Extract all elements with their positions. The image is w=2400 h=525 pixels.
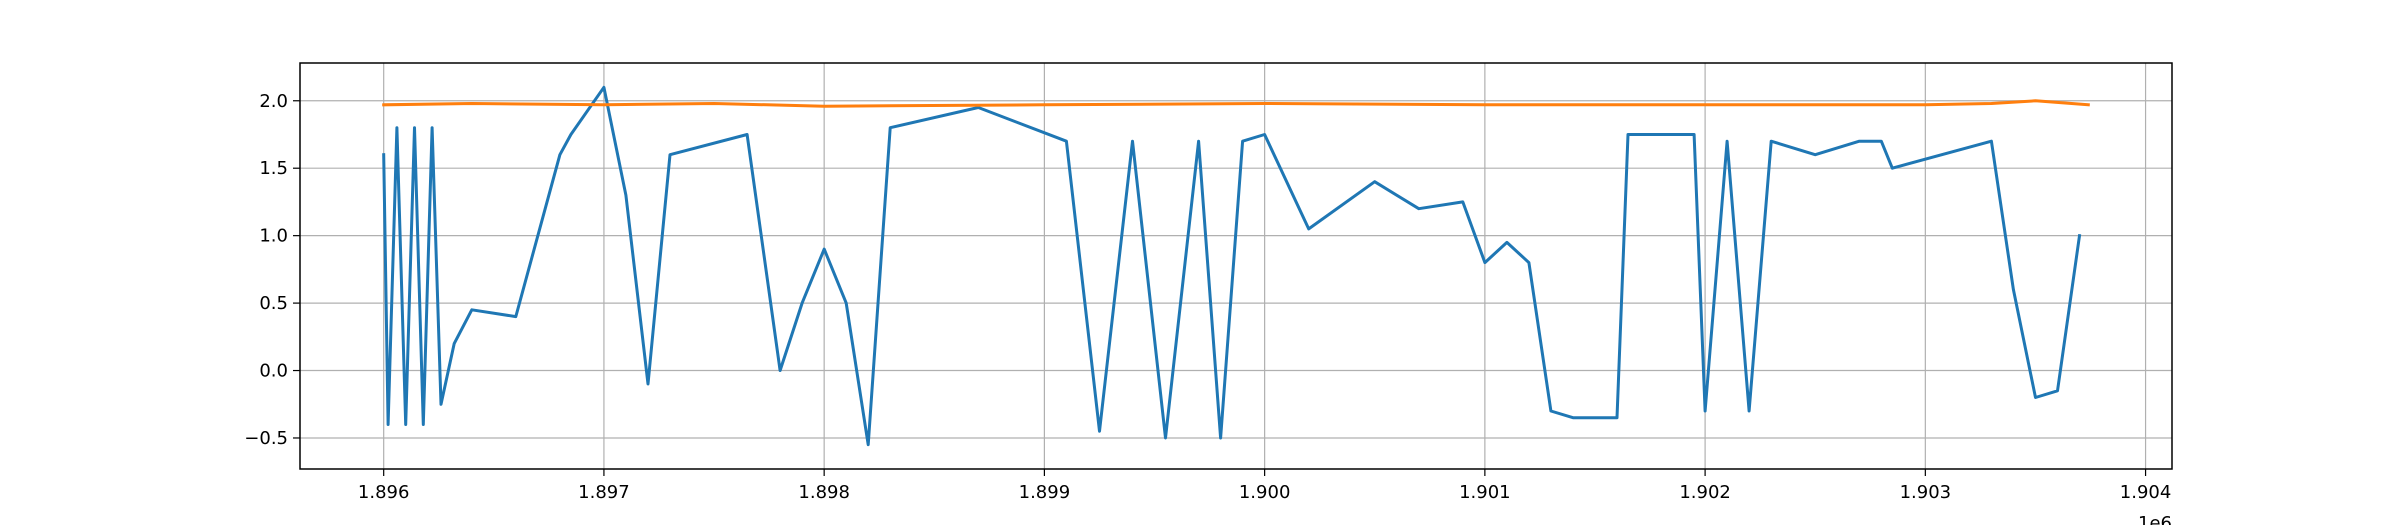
plot-area [382,85,2090,447]
x-tick-label: 1.898 [798,482,850,503]
series-line-1 [382,85,2082,447]
x-tick-label: 1.903 [1900,482,1952,503]
y-tick-label: 0.0 [259,361,288,382]
x-axis: 1.896 1.897 1.898 1.899 1.900 1.901 1.902 1.903… [358,469,2171,503]
y-tick-label: 1.5 [259,158,288,179]
y-axis: −0.5 0.0 0.5 1.0 1.5 2.0 [244,91,300,449]
x-tick-label: 1.900 [1239,482,1291,503]
x-tick-label: 1.897 [578,482,630,503]
y-tick-label: 1.0 [259,226,288,247]
x-tick-label: 1.901 [1459,482,1511,503]
x-tick-label: 1.896 [358,482,410,503]
x-offset-label: 1e6 [2138,513,2172,525]
axes-frame [299,62,2173,470]
x-tick-label: 1.902 [1679,482,1731,503]
y-tick-label: 0.5 [259,293,288,314]
x-tick-label: 1.899 [1019,482,1071,503]
y-tick-label: −0.5 [244,428,288,449]
series-line-2 [382,99,2090,108]
y-tick-label: 2.0 [259,91,288,112]
x-tick-label: 1.904 [2120,482,2172,503]
